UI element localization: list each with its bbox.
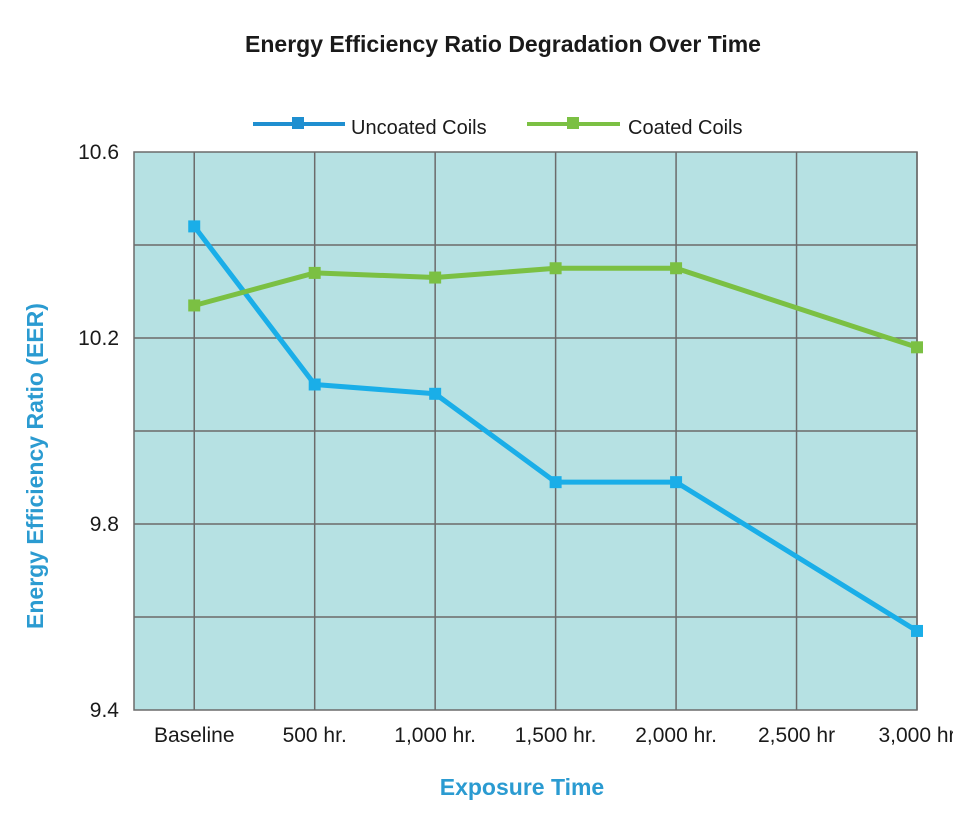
data-point-coated-coils	[429, 271, 442, 284]
data-point-uncoated-coils	[188, 220, 201, 233]
data-point-uncoated-coils	[549, 476, 562, 489]
x-tick-label: 1,000 hr.	[394, 724, 476, 747]
legend-label-uncoated: Uncoated Coils	[351, 117, 487, 139]
data-point-coated-coils	[188, 299, 201, 312]
data-point-coated-coils	[308, 266, 321, 279]
series-line-uncoated-coils	[192, 224, 919, 634]
y-tick-label: 9.8	[90, 513, 119, 536]
data-point-uncoated-coils	[670, 476, 683, 489]
data-point-uncoated-coils	[429, 387, 442, 400]
x-tick-label: 2,500 hr	[758, 724, 835, 747]
y-axis-ticks: 9.4 9.8 10.2 10.6	[78, 141, 119, 722]
data-point-uncoated-coils	[911, 624, 923, 637]
plot-frame	[133, 151, 918, 711]
x-axis-ticks: Baseline 500 hr. 1,000 hr. 1,500 hr. 2,000 h…	[154, 724, 953, 747]
legend-label-coated: Coated Coils	[628, 117, 743, 139]
y-tick-label: 10.2	[78, 327, 119, 350]
x-tick-label: Baseline	[154, 724, 235, 747]
legend-item-uncoated: Uncoated Coils	[253, 117, 487, 139]
x-tick-label: 3,000 hr	[878, 724, 953, 747]
series-line-coated-coils	[193, 265, 918, 350]
x-axis-label: Exposure Time	[440, 774, 604, 800]
y-tick-label: 10.6	[78, 141, 119, 164]
x-tick-label: 1,500 hr.	[515, 724, 597, 747]
legend: Uncoated Coils Coated Coils	[253, 117, 743, 139]
data-point-coated-coils	[911, 341, 923, 354]
legend-marker-uncoated	[292, 117, 304, 129]
y-tick-label: 9.4	[90, 699, 120, 722]
legend-marker-coated	[567, 117, 579, 129]
x-tick-label: 500 hr.	[283, 724, 347, 747]
data-point-coated-coils	[670, 262, 683, 275]
data-point-uncoated-coils	[308, 378, 321, 391]
x-tick-label: 2,000 hr.	[635, 724, 717, 747]
legend-item-coated: Coated Coils	[527, 117, 743, 139]
chart-title: Energy Efficiency Ratio Degradation Over…	[245, 31, 761, 57]
y-axis-label: Energy Efficiency Ratio (EER)	[22, 303, 48, 629]
series-group	[188, 220, 923, 637]
data-point-coated-coils	[549, 262, 562, 275]
